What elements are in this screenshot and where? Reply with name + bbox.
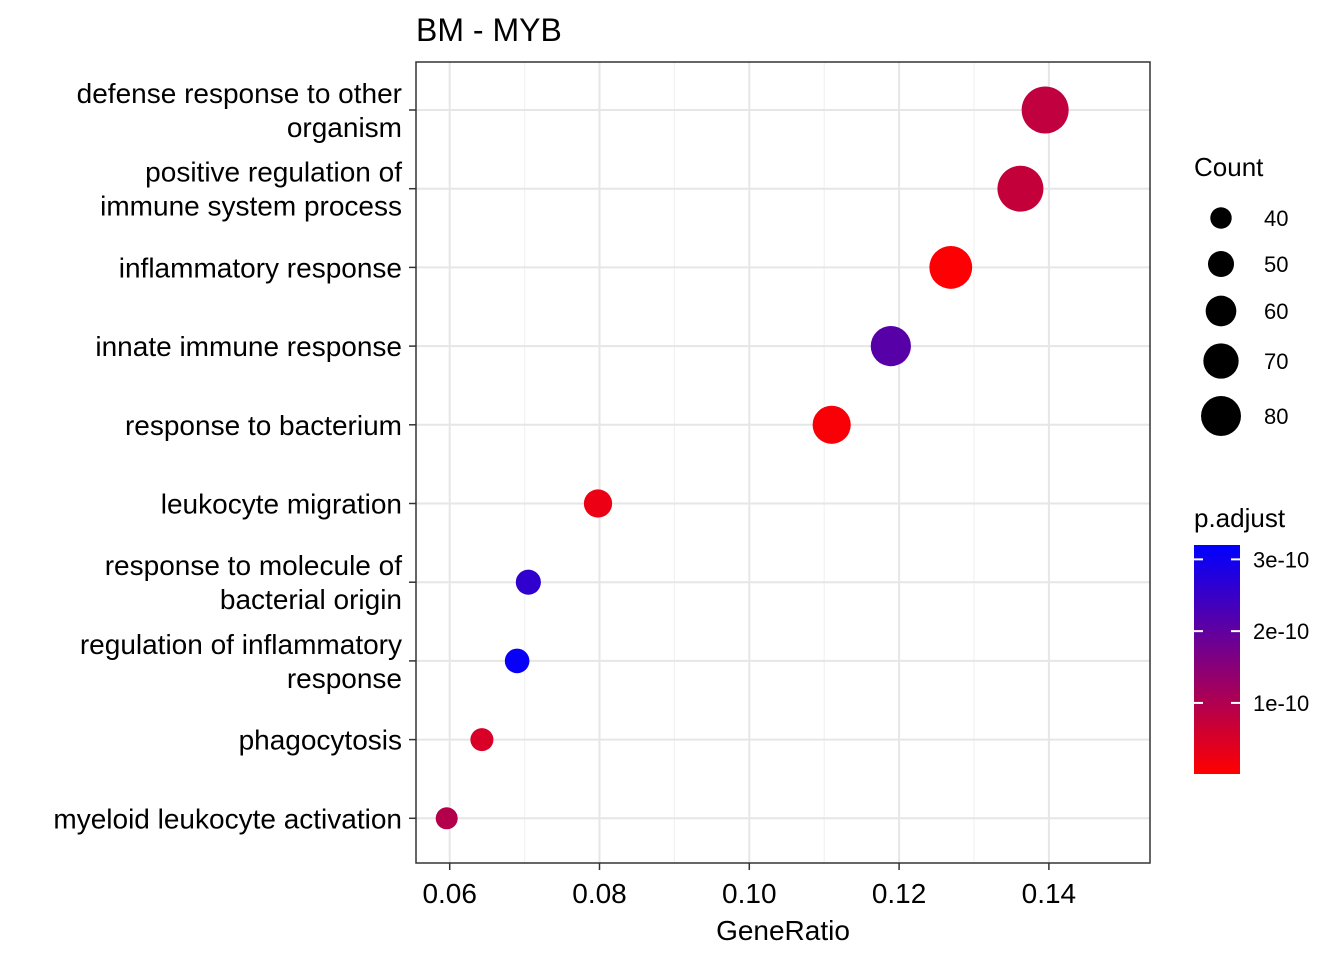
size-legend-key <box>1207 250 1235 278</box>
color-legend-title: p.adjust <box>1194 503 1286 533</box>
points <box>435 86 1069 830</box>
data-point <box>929 245 973 289</box>
data-point <box>470 728 494 752</box>
size-legend-label: 40 <box>1264 206 1288 231</box>
x-tick-label: 0.12 <box>872 878 927 909</box>
chart-title: BM - MYB <box>416 12 562 48</box>
color-legend-label: 2e-10 <box>1253 619 1309 644</box>
x-tick-label: 0.10 <box>722 878 777 909</box>
y-tick-label: leukocyte migration <box>161 489 402 520</box>
data-point <box>435 807 458 830</box>
size-legend-key <box>1205 295 1237 327</box>
size-legend-title: Count <box>1194 152 1264 182</box>
x-tick-label: 0.08 <box>572 878 627 909</box>
data-point <box>812 405 851 444</box>
y-tick-label: phagocytosis <box>239 725 402 756</box>
data-point <box>515 569 541 595</box>
y-tick-label: defense response to other organism <box>77 78 402 143</box>
size-legend-key <box>1210 207 1232 229</box>
data-point <box>870 325 911 367</box>
y-tick-label: myeloid leukocyte activation <box>53 803 402 834</box>
color-legend: p.adjust 1e-10 2e-10 3e-10 <box>1194 503 1309 774</box>
plot-border <box>415 61 1151 864</box>
y-tick-label: innate immune response <box>95 331 402 362</box>
x-tick-label: 0.06 <box>422 878 477 909</box>
y-tick-label: response to bacterium <box>125 410 402 441</box>
y-tick-label: response to molecule of bacterial origin <box>105 550 403 615</box>
size-legend-label: 80 <box>1264 404 1288 429</box>
size-legend: Count 40 50 60 70 80 <box>1194 152 1288 436</box>
size-legend-key <box>1201 396 1241 436</box>
data-point <box>504 648 530 674</box>
x-tick-label: 0.14 <box>1022 878 1077 909</box>
color-legend-label: 1e-10 <box>1253 691 1309 716</box>
size-legend-label: 50 <box>1264 252 1288 277</box>
x-axis-title: GeneRatio <box>716 915 850 946</box>
y-tick-label: inflammatory response <box>119 252 402 283</box>
data-point <box>583 489 613 518</box>
color-legend-label: 3e-10 <box>1253 547 1309 572</box>
x-axis: 0.06 0.08 0.10 0.12 0.14 <box>422 863 1076 909</box>
y-axis: defense response to other organism positiv… <box>53 78 416 834</box>
y-tick-label: positive regulation of immune system proc… <box>100 157 402 222</box>
data-point <box>997 165 1044 212</box>
data-point <box>1021 86 1069 134</box>
color-bar <box>1194 545 1240 774</box>
size-legend-label: 70 <box>1264 349 1288 374</box>
size-legend-key <box>1203 343 1239 379</box>
y-tick-label: regulation of inflammatory response <box>80 629 402 694</box>
size-legend-label: 60 <box>1264 299 1288 324</box>
